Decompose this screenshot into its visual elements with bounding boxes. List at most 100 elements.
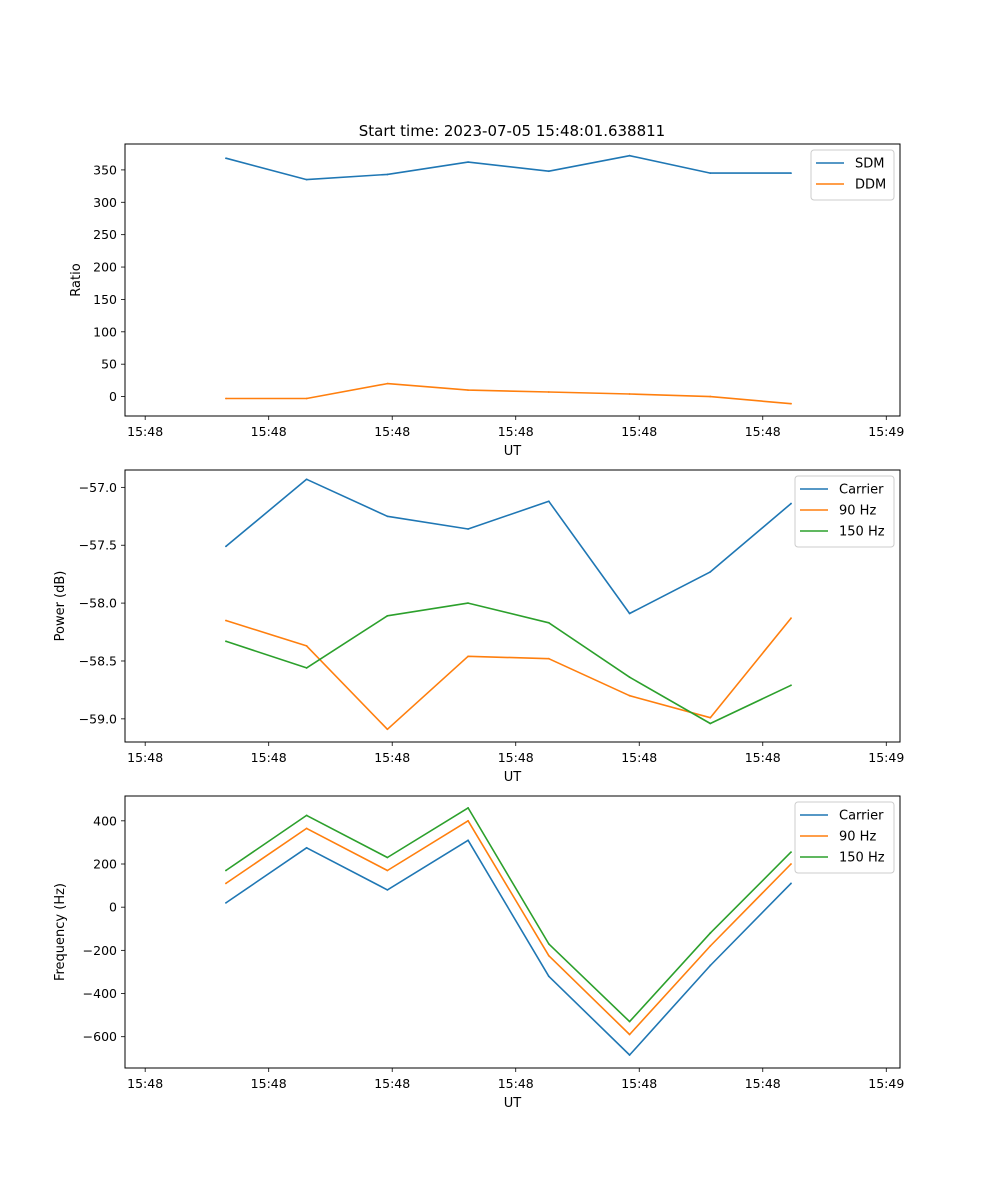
power-x-tick-label: 15:48 — [251, 750, 287, 765]
power-legend-label: 150 Hz — [839, 525, 885, 540]
ratio-x-tick-label: 15:48 — [251, 424, 287, 439]
frequency-series-line-carrier — [225, 839, 792, 1056]
power-data-point — [386, 515, 389, 518]
power-x-tick-label: 15:48 — [498, 750, 534, 765]
power-legend-label: Carrier — [839, 483, 884, 498]
power-x-tick-label: 15:48 — [127, 750, 163, 765]
power-data-point — [305, 667, 308, 669]
power-y-tick-label: −57.0 — [79, 480, 117, 495]
frequency-x-tick-label: 15:49 — [868, 1076, 904, 1091]
chart-title: Start time: 2023-07-05 15:48:01.638811 — [359, 122, 665, 140]
ratio-data-point — [225, 157, 227, 160]
ratio-panel: 15:48 15:48 15:48 15:48 15:48 15:48 15:49 0 50 10… — [69, 143, 904, 459]
power-data-point — [225, 640, 227, 643]
power-legend-label: 90 Hz — [839, 504, 876, 519]
power-axes-frame — [124, 469, 901, 743]
frequency-data-point — [709, 964, 712, 967]
ratio-data-point — [790, 172, 792, 175]
power-data-point — [386, 614, 389, 617]
ratio-data-point — [305, 397, 308, 400]
ratio-x-tick-label: 15:48 — [498, 424, 534, 439]
frequency-data-point — [790, 851, 792, 854]
ratio-y-tick-label: 350 — [93, 162, 117, 177]
ratio-y-tick-label: 150 — [93, 292, 117, 307]
power-y-tick-label: −57.5 — [79, 538, 117, 553]
frequency-data-point — [225, 901, 227, 904]
ratio-data-point — [547, 170, 550, 173]
frequency-data-point — [386, 869, 389, 872]
frequency-y-tick-label: 0 — [109, 900, 117, 915]
power-y-axis-label: Power (dB) — [53, 571, 68, 642]
ratio-data-point — [628, 154, 631, 157]
ratio-legend: SDM DDM — [810, 149, 895, 201]
power-data-point — [628, 676, 631, 679]
frequency-legend-label: Carrier — [839, 809, 884, 824]
frequency-y-tick-label: −400 — [83, 986, 117, 1001]
ratio-legend-label: SDM — [855, 157, 884, 172]
charts-container: 15:48 15:48 15:48 15:48 15:48 15:48 15:49 0 50 10… — [53, 143, 904, 1111]
power-data-point — [628, 612, 631, 615]
ratio-series-line-ddm — [225, 382, 792, 405]
frequency-y-tick-label: −200 — [83, 943, 117, 958]
power-data-point — [225, 619, 227, 622]
power-x-tick-label: 15:49 — [868, 750, 904, 765]
frequency-x-tick-label: 15:48 — [745, 1076, 781, 1091]
power-series-line-150-hz — [225, 602, 792, 725]
power-data-point — [305, 478, 308, 481]
ratio-x-tick-label: 15:48 — [374, 424, 410, 439]
frequency-y-tick-label: 200 — [93, 857, 117, 872]
frequency-data-point — [467, 806, 469, 809]
frequency-x-tick-label: 15:48 — [621, 1076, 657, 1091]
ratio-y-tick-label: 100 — [93, 324, 117, 339]
ratio-data-point — [467, 389, 469, 391]
power-x-tick-label: 15:48 — [374, 750, 410, 765]
ratio-data-point — [386, 382, 389, 385]
frequency-data-point — [709, 945, 712, 947]
power-data-point — [547, 657, 550, 660]
frequency-data-point — [386, 889, 389, 891]
ratio-y-axis-label: Ratio — [69, 263, 84, 296]
frequency-x-tick-label: 15:48 — [498, 1076, 534, 1091]
power-data-point — [547, 500, 550, 503]
frequency-data-point — [790, 882, 792, 885]
power-data-point — [709, 570, 712, 573]
frequency-panel: 15:48 15:48 15:48 15:48 15:48 15:48 15:49 −600 −… — [53, 795, 904, 1111]
ratio-data-point — [790, 402, 792, 405]
ratio-data-point — [547, 391, 550, 393]
power-data-point — [790, 617, 792, 620]
power-legend-box — [794, 475, 895, 548]
frequency-series-line-90-hz — [225, 819, 792, 1036]
frequency-data-point — [467, 819, 469, 822]
frequency-legend-label: 90 Hz — [839, 830, 876, 845]
frequency-data-point — [305, 814, 308, 817]
frequency-legend-box — [794, 801, 895, 874]
power-panel: 15:48 15:48 15:48 15:48 15:48 15:48 15:49 −59.0… — [53, 469, 904, 785]
frequency-data-point — [628, 1020, 631, 1023]
ratio-data-point — [709, 395, 712, 398]
ratio-data-point — [467, 161, 469, 164]
frequency-x-tick-label: 15:48 — [127, 1076, 163, 1091]
frequency-data-point — [467, 839, 469, 842]
frequency-data-point — [547, 954, 550, 957]
ratio-y-tick-label: 300 — [93, 195, 117, 210]
power-data-point — [467, 528, 469, 530]
frequency-data-point — [547, 942, 550, 945]
frequency-data-point — [225, 869, 227, 872]
power-data-point — [547, 621, 550, 624]
power-data-point — [305, 645, 308, 647]
ratio-y-tick-label: 250 — [93, 227, 117, 242]
ratio-legend-label: DDM — [855, 178, 886, 193]
power-data-point — [386, 728, 389, 731]
frequency-y-tick-label: −600 — [83, 1029, 117, 1044]
frequency-x-tick-label: 15:48 — [251, 1076, 287, 1091]
ratio-y-tick-label: 0 — [109, 389, 117, 404]
power-legend: Carrier 90 Hz 150 Hz — [794, 475, 895, 548]
power-data-point — [709, 722, 712, 725]
frequency-x-axis-label: UT — [504, 1096, 522, 1111]
power-y-tick-label: −59.0 — [79, 711, 117, 726]
frequency-series-line-150-hz — [225, 807, 792, 1023]
ratio-data-point — [305, 178, 308, 181]
power-data-point — [790, 502, 792, 505]
ratio-series-line-sdm — [225, 154, 791, 181]
ratio-x-tick-label: 15:48 — [127, 424, 163, 439]
